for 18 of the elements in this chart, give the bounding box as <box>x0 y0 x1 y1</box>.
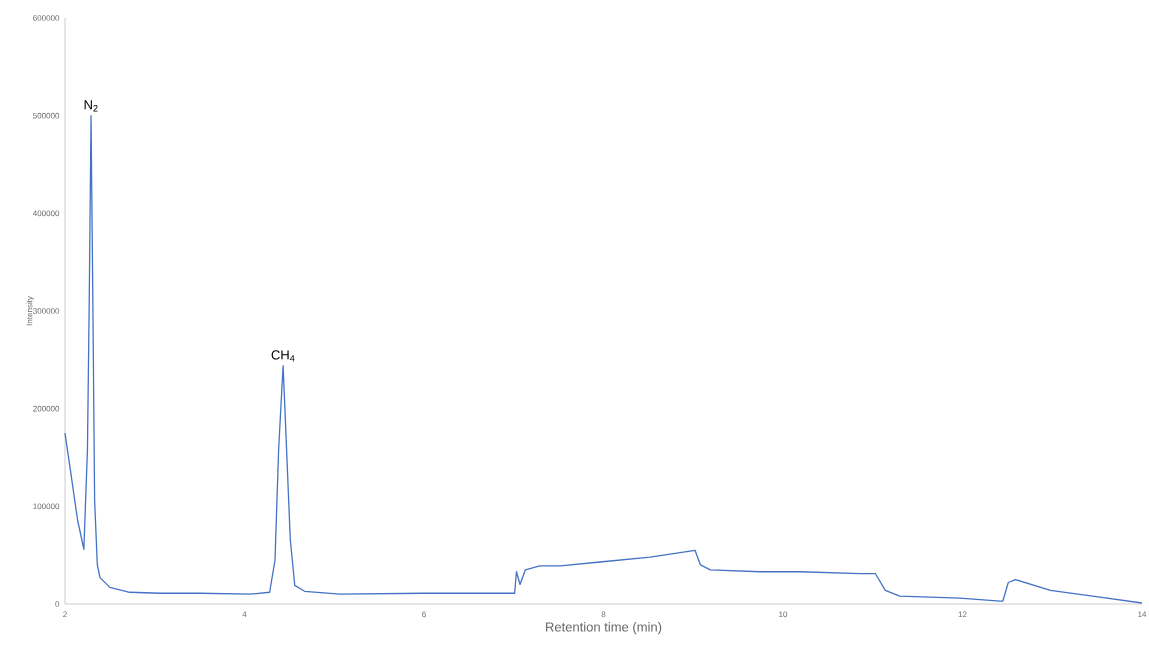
annotation: N$_{2}$ <box>84 100 98 112</box>
y-axis-title: Intensity <box>26 296 34 326</box>
x-tick-label: 8 <box>601 611 606 618</box>
y-tick-label: 400000 <box>32 210 60 217</box>
y-tick-label: 200000 <box>33 405 60 412</box>
y-tick-label: 300000 <box>33 308 60 314</box>
x-tick-label: 2 <box>63 611 67 618</box>
x-tick-label: 14 <box>1138 611 1147 618</box>
y-tick-label: 600000 <box>33 15 60 21</box>
x-tick-label: 10 <box>779 611 788 618</box>
annotation: CH$_{4}$ <box>271 350 295 362</box>
y-tick-label: 100000 <box>33 503 60 510</box>
x-axis-title: Retention time (min) <box>546 622 662 635</box>
y-tick-label: 500000 <box>33 112 60 119</box>
x-tick-label: 4 <box>242 611 247 618</box>
x-tick-label: 6 <box>422 611 426 618</box>
x-tick-label: 12 <box>958 611 967 618</box>
y-tick-label: 0 <box>55 601 60 607</box>
